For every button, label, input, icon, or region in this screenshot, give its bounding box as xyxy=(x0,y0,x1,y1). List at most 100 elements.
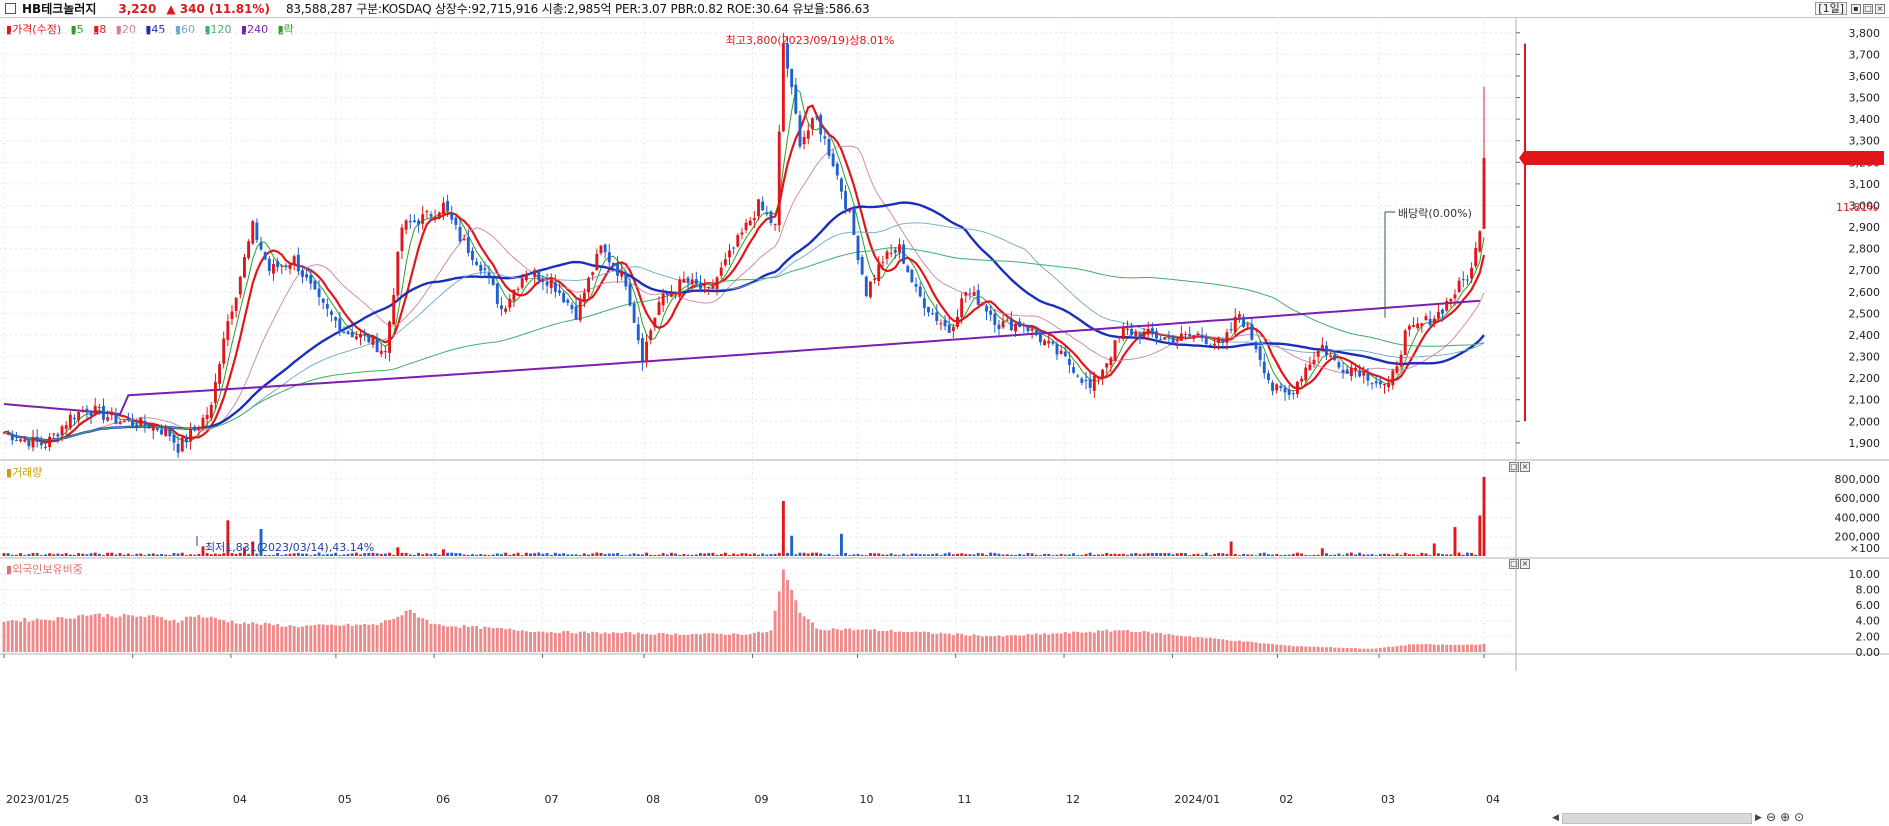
foreign-bar xyxy=(1428,644,1432,652)
volume-bar xyxy=(1237,555,1241,556)
foreign-bar xyxy=(1354,648,1357,652)
period-selector[interactable]: [1일] xyxy=(1815,2,1847,15)
minimize-icon[interactable]: ▪ xyxy=(1851,3,1861,14)
x-tick-label: 02 xyxy=(1279,793,1293,806)
candle-body xyxy=(682,278,686,283)
candle-body xyxy=(218,364,222,384)
candle-body xyxy=(1383,384,1386,386)
foreign-bar xyxy=(694,633,698,652)
volume-bar xyxy=(89,553,93,556)
foreign-bar xyxy=(1412,644,1415,652)
volume-bar xyxy=(1374,555,1378,556)
foreign-bar xyxy=(425,619,429,652)
candle-body xyxy=(1407,325,1411,330)
maximize-icon[interactable]: □ xyxy=(1509,559,1519,569)
candle-body xyxy=(1258,346,1262,360)
candle-body xyxy=(831,153,835,167)
zoom-in-icon[interactable]: ⊕ xyxy=(1780,810,1791,824)
foreign-bar xyxy=(1291,646,1295,652)
close-icon[interactable]: × xyxy=(1520,462,1530,472)
volume-bar xyxy=(35,553,39,556)
candle-body xyxy=(748,220,752,226)
candle-body xyxy=(562,292,566,303)
candle-body xyxy=(2,432,6,434)
foreign-bar xyxy=(350,625,354,652)
candle-body xyxy=(60,426,64,436)
scroll-right-icon[interactable]: ▶ xyxy=(1755,813,1762,823)
foreign-bar xyxy=(806,619,810,652)
candle-body xyxy=(1196,333,1200,336)
foreign-bar xyxy=(1088,631,1092,652)
foreign-bar xyxy=(1126,630,1129,652)
candle-body xyxy=(73,418,76,420)
price-change: ▲ 340 (11.81%) xyxy=(166,1,270,16)
foreign-bar xyxy=(1155,632,1158,652)
zoom-out-icon[interactable]: ⊖ xyxy=(1766,810,1777,824)
candle-body xyxy=(93,405,97,414)
foreign-bar xyxy=(1457,644,1461,652)
close-icon[interactable]: × xyxy=(1520,559,1530,569)
candle-body xyxy=(815,116,818,118)
foreign-bar xyxy=(1362,648,1366,652)
candle-body xyxy=(226,321,230,340)
zoom-reset-icon[interactable]: ⊙ xyxy=(1794,810,1805,824)
foreign-bar xyxy=(1221,639,1225,652)
candle-body xyxy=(139,417,143,426)
candle-body xyxy=(147,424,151,429)
candle-body xyxy=(520,278,524,288)
legend-ma8[interactable]: ▮8 xyxy=(93,23,107,36)
volume-bar xyxy=(1047,554,1051,556)
close-icon[interactable]: × xyxy=(1875,3,1885,14)
maximize-icon[interactable]: □ xyxy=(1863,3,1873,14)
foreign-bar xyxy=(707,633,711,652)
candle-body xyxy=(653,317,657,328)
foreign-bar xyxy=(839,630,843,652)
legend-ma240[interactable]: ▮240 xyxy=(241,23,269,36)
candle-body xyxy=(301,270,304,277)
volume-bar xyxy=(1146,553,1150,556)
volume-bar xyxy=(213,553,217,556)
candle-body xyxy=(674,293,678,295)
foreign-bar xyxy=(1337,647,1341,652)
candle-body xyxy=(798,115,802,147)
scroll-left-icon[interactable]: ◀ xyxy=(1552,813,1559,823)
foreign-bar xyxy=(1105,629,1109,652)
candle-body xyxy=(1424,316,1428,321)
volume-bar xyxy=(135,553,139,556)
foreign-panel-label: ▮외국인보유비중 xyxy=(6,563,83,576)
volume-bar xyxy=(752,553,756,556)
select-checkbox[interactable] xyxy=(5,3,16,14)
volume-bar xyxy=(1412,554,1415,556)
volume-bar xyxy=(1403,552,1407,556)
volume-bar xyxy=(794,554,798,556)
price-tick-label: 3,600 xyxy=(1849,70,1881,83)
candle-body xyxy=(209,405,213,419)
foreign-bar xyxy=(1470,644,1474,652)
foreign-bar xyxy=(321,624,325,652)
volume-bar xyxy=(1349,552,1353,556)
foreign-bar xyxy=(985,635,988,652)
maximize-icon[interactable]: □ xyxy=(1509,462,1519,472)
horizontal-scrollbar[interactable] xyxy=(1562,813,1752,824)
foreign-bar xyxy=(902,632,906,652)
foreign-bar xyxy=(1208,637,1212,652)
foreign-bar xyxy=(562,631,566,652)
foreign-bar xyxy=(14,620,18,652)
candle-body xyxy=(582,292,586,302)
volume-bar xyxy=(1287,554,1291,556)
legend-ma5[interactable]: ▮5 xyxy=(70,23,84,36)
price-tag-value: 3,220 xyxy=(1847,186,1879,199)
foreign-bar xyxy=(616,632,620,652)
candle-body xyxy=(678,279,682,297)
candle-body xyxy=(404,220,408,230)
foreign-bar xyxy=(483,626,487,652)
candle-body xyxy=(102,405,105,420)
foreign-bar xyxy=(1134,632,1138,652)
volume-bar xyxy=(126,553,130,556)
foreign-bar xyxy=(1424,644,1428,652)
legend-price[interactable]: ▮가격(수정) xyxy=(6,23,62,36)
foreign-bar xyxy=(599,633,603,652)
candle-body xyxy=(471,250,474,261)
legend-rak[interactable]: ▮락 xyxy=(277,23,294,36)
